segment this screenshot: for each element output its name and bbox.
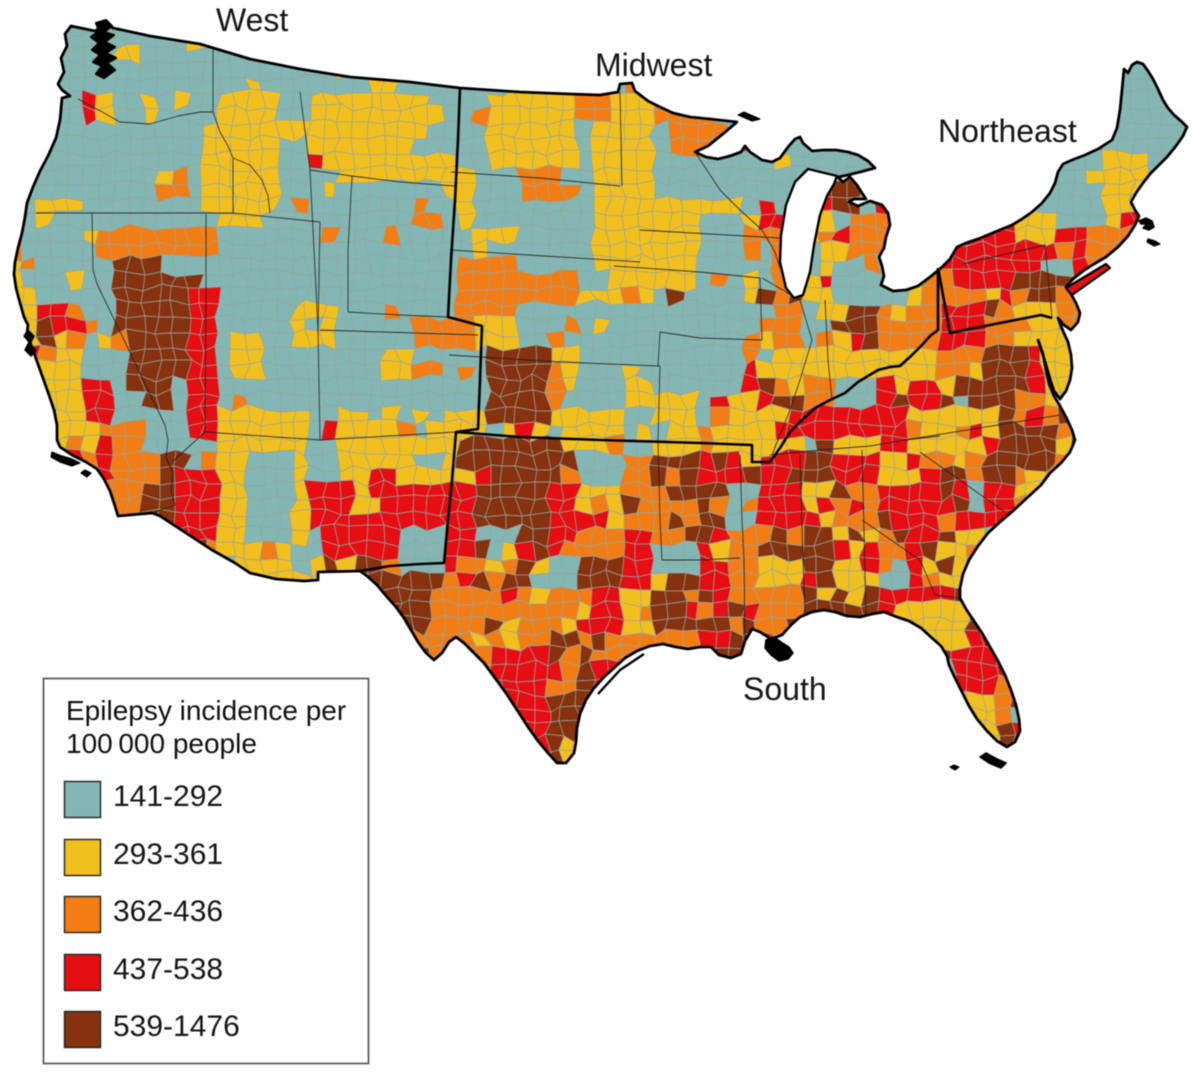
svg-text:Midwest: Midwest: [595, 47, 712, 83]
svg-text:293-361: 293-361: [113, 838, 223, 871]
svg-text:Epilepsy incidence per: Epilepsy incidence per: [66, 695, 346, 726]
svg-text:Northeast: Northeast: [938, 113, 1077, 149]
svg-text:539-1476: 539-1476: [113, 1010, 240, 1043]
svg-text:South: South: [743, 671, 827, 707]
svg-text:141-292: 141-292: [113, 780, 223, 813]
svg-text:362-436: 362-436: [113, 895, 223, 928]
svg-text:100 000 people: 100 000 people: [66, 728, 257, 759]
svg-text:437-538: 437-538: [113, 953, 223, 986]
svg-text:West: West: [216, 2, 288, 38]
